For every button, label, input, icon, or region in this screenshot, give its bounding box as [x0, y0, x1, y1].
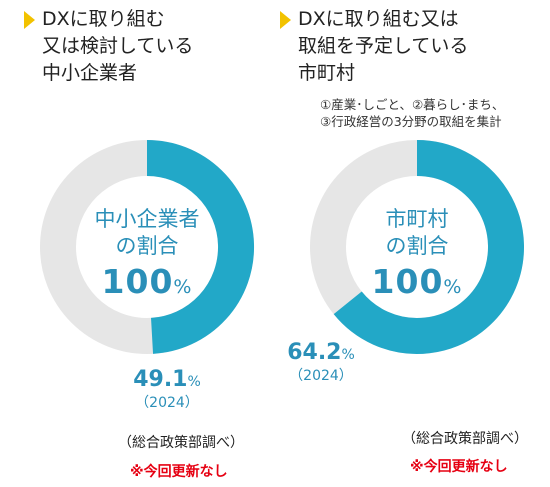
- center-total-value: 100: [101, 262, 174, 301]
- title-line: 中小企業者: [42, 62, 138, 84]
- center-total: 100%: [340, 260, 494, 309]
- value-year: （2024）: [135, 395, 199, 411]
- value-unit: %: [187, 374, 201, 390]
- left-donut-chart: [40, 140, 255, 354]
- note-line: ①産業･しごと、②暮らし･まち、: [320, 97, 505, 112]
- right-chart-note: ①産業･しごと、②暮らし･まち、 ③行政経営の3分野の取組を集計: [320, 96, 504, 130]
- left-center-label: 中小企業者 の割合 100%: [70, 206, 224, 309]
- title-line: 取組を予定している: [298, 35, 469, 57]
- value-year: （2024）: [289, 368, 353, 384]
- note-line: ③行政経営の3分野の取組を集計: [320, 114, 502, 129]
- value-number: 49.1: [133, 367, 188, 392]
- center-label-line1: 市町村: [385, 207, 449, 231]
- triangle-marker-icon: [280, 11, 291, 29]
- title-line: DXに取り組む: [42, 8, 165, 30]
- title-line: 又は検討している: [42, 35, 194, 57]
- center-total-unit: %: [173, 276, 193, 298]
- value-number: 64.2: [287, 340, 342, 365]
- center-total-value: 100: [371, 262, 444, 301]
- right-chart-title: DXに取り組む又は 取組を予定している 市町村: [298, 6, 468, 87]
- center-label-line2: の割合: [385, 234, 449, 258]
- right-value-label: 64.2% （2024）: [276, 340, 366, 385]
- left-value-label: 49.1% （2024）: [112, 367, 222, 412]
- center-total: 100%: [70, 260, 224, 309]
- title-line: DXに取り組む又は: [298, 8, 459, 30]
- left-chart-panel: DXに取り組む 又は検討している 中小企業者 中小企業者 の割合 100% 49…: [0, 0, 270, 487]
- right-chart-panel: DXに取り組む又は 取組を予定している 市町村 ①産業･しごと、②暮らし･まち、…: [270, 0, 550, 487]
- center-label-line2: の割合: [115, 234, 179, 258]
- title-line: 市町村: [298, 62, 356, 84]
- right-no-update-note: ※今回更新なし: [410, 459, 508, 475]
- value-unit: %: [341, 347, 355, 363]
- donut-value-arc: [146, 140, 255, 354]
- right-source: （総合政策部調べ）: [402, 431, 528, 447]
- right-donut-chart: [310, 140, 524, 354]
- triangle-marker-icon: [24, 11, 35, 29]
- left-chart-title: DXに取り組む 又は検討している 中小企業者: [42, 6, 193, 87]
- center-label-line1: 中小企業者: [94, 207, 200, 231]
- donut-value-arc: [333, 140, 524, 354]
- left-no-update-note: ※今回更新なし: [130, 464, 228, 480]
- center-total-unit: %: [443, 276, 463, 298]
- right-center-label: 市町村 の割合 100%: [340, 206, 494, 309]
- left-source: （総合政策部調べ）: [118, 435, 244, 451]
